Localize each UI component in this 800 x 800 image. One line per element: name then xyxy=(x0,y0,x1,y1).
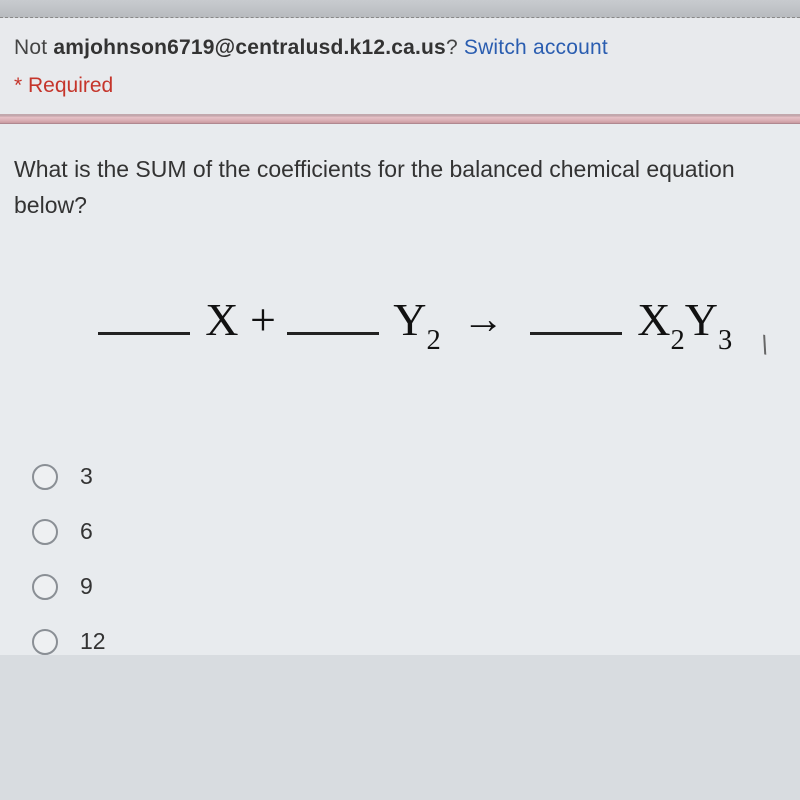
radio-icon[interactable] xyxy=(32,574,58,600)
not-prefix: Not xyxy=(14,36,53,59)
eq-plus: + xyxy=(238,294,287,345)
section-divider xyxy=(0,116,800,124)
arrow-icon: → xyxy=(462,296,504,344)
option-label: 6 xyxy=(80,518,93,545)
form-header: Not amjohnson6719@centralusd.k12.ca.us? … xyxy=(0,18,800,116)
option-row[interactable]: 3 xyxy=(32,463,786,490)
radio-icon[interactable] xyxy=(32,464,58,490)
eq-term1: X xyxy=(205,294,238,345)
eq-term2-var: Y xyxy=(393,294,426,345)
option-label: 3 xyxy=(80,463,93,490)
question-text: What is the SUM of the coefficients for … xyxy=(14,152,786,223)
coefficient-blank-2 xyxy=(287,332,379,335)
eq-term3-sub2: 3 xyxy=(718,325,732,356)
eq-term3-var1: X xyxy=(637,294,670,345)
account-email: amjohnson6719@centralusd.k12.ca.us xyxy=(53,36,446,59)
option-row[interactable]: 12 xyxy=(32,628,786,655)
question-mark: ? xyxy=(446,36,464,59)
equation-image: X + Y2 → X2Y3 xyxy=(14,293,786,353)
browser-tabs-bar xyxy=(0,0,800,18)
coefficient-blank-1 xyxy=(98,332,190,335)
eq-term2-sub: 2 xyxy=(426,325,440,356)
options-group: 3 6 9 12 xyxy=(14,463,786,655)
coefficient-blank-3 xyxy=(530,332,622,335)
option-label: 9 xyxy=(80,573,93,600)
question-card: What is the SUM of the coefficients for … xyxy=(0,124,800,655)
eq-term3-sub1: 2 xyxy=(670,325,684,356)
eq-term3-var2: Y xyxy=(685,294,718,345)
radio-icon[interactable] xyxy=(32,629,58,655)
radio-icon[interactable] xyxy=(32,519,58,545)
option-row[interactable]: 6 xyxy=(32,518,786,545)
required-indicator: * Required xyxy=(14,74,786,98)
switch-account-link[interactable]: Switch account xyxy=(464,36,608,59)
option-row[interactable]: 9 xyxy=(32,573,786,600)
account-line: Not amjohnson6719@centralusd.k12.ca.us? … xyxy=(14,36,786,60)
option-label: 12 xyxy=(80,628,106,655)
